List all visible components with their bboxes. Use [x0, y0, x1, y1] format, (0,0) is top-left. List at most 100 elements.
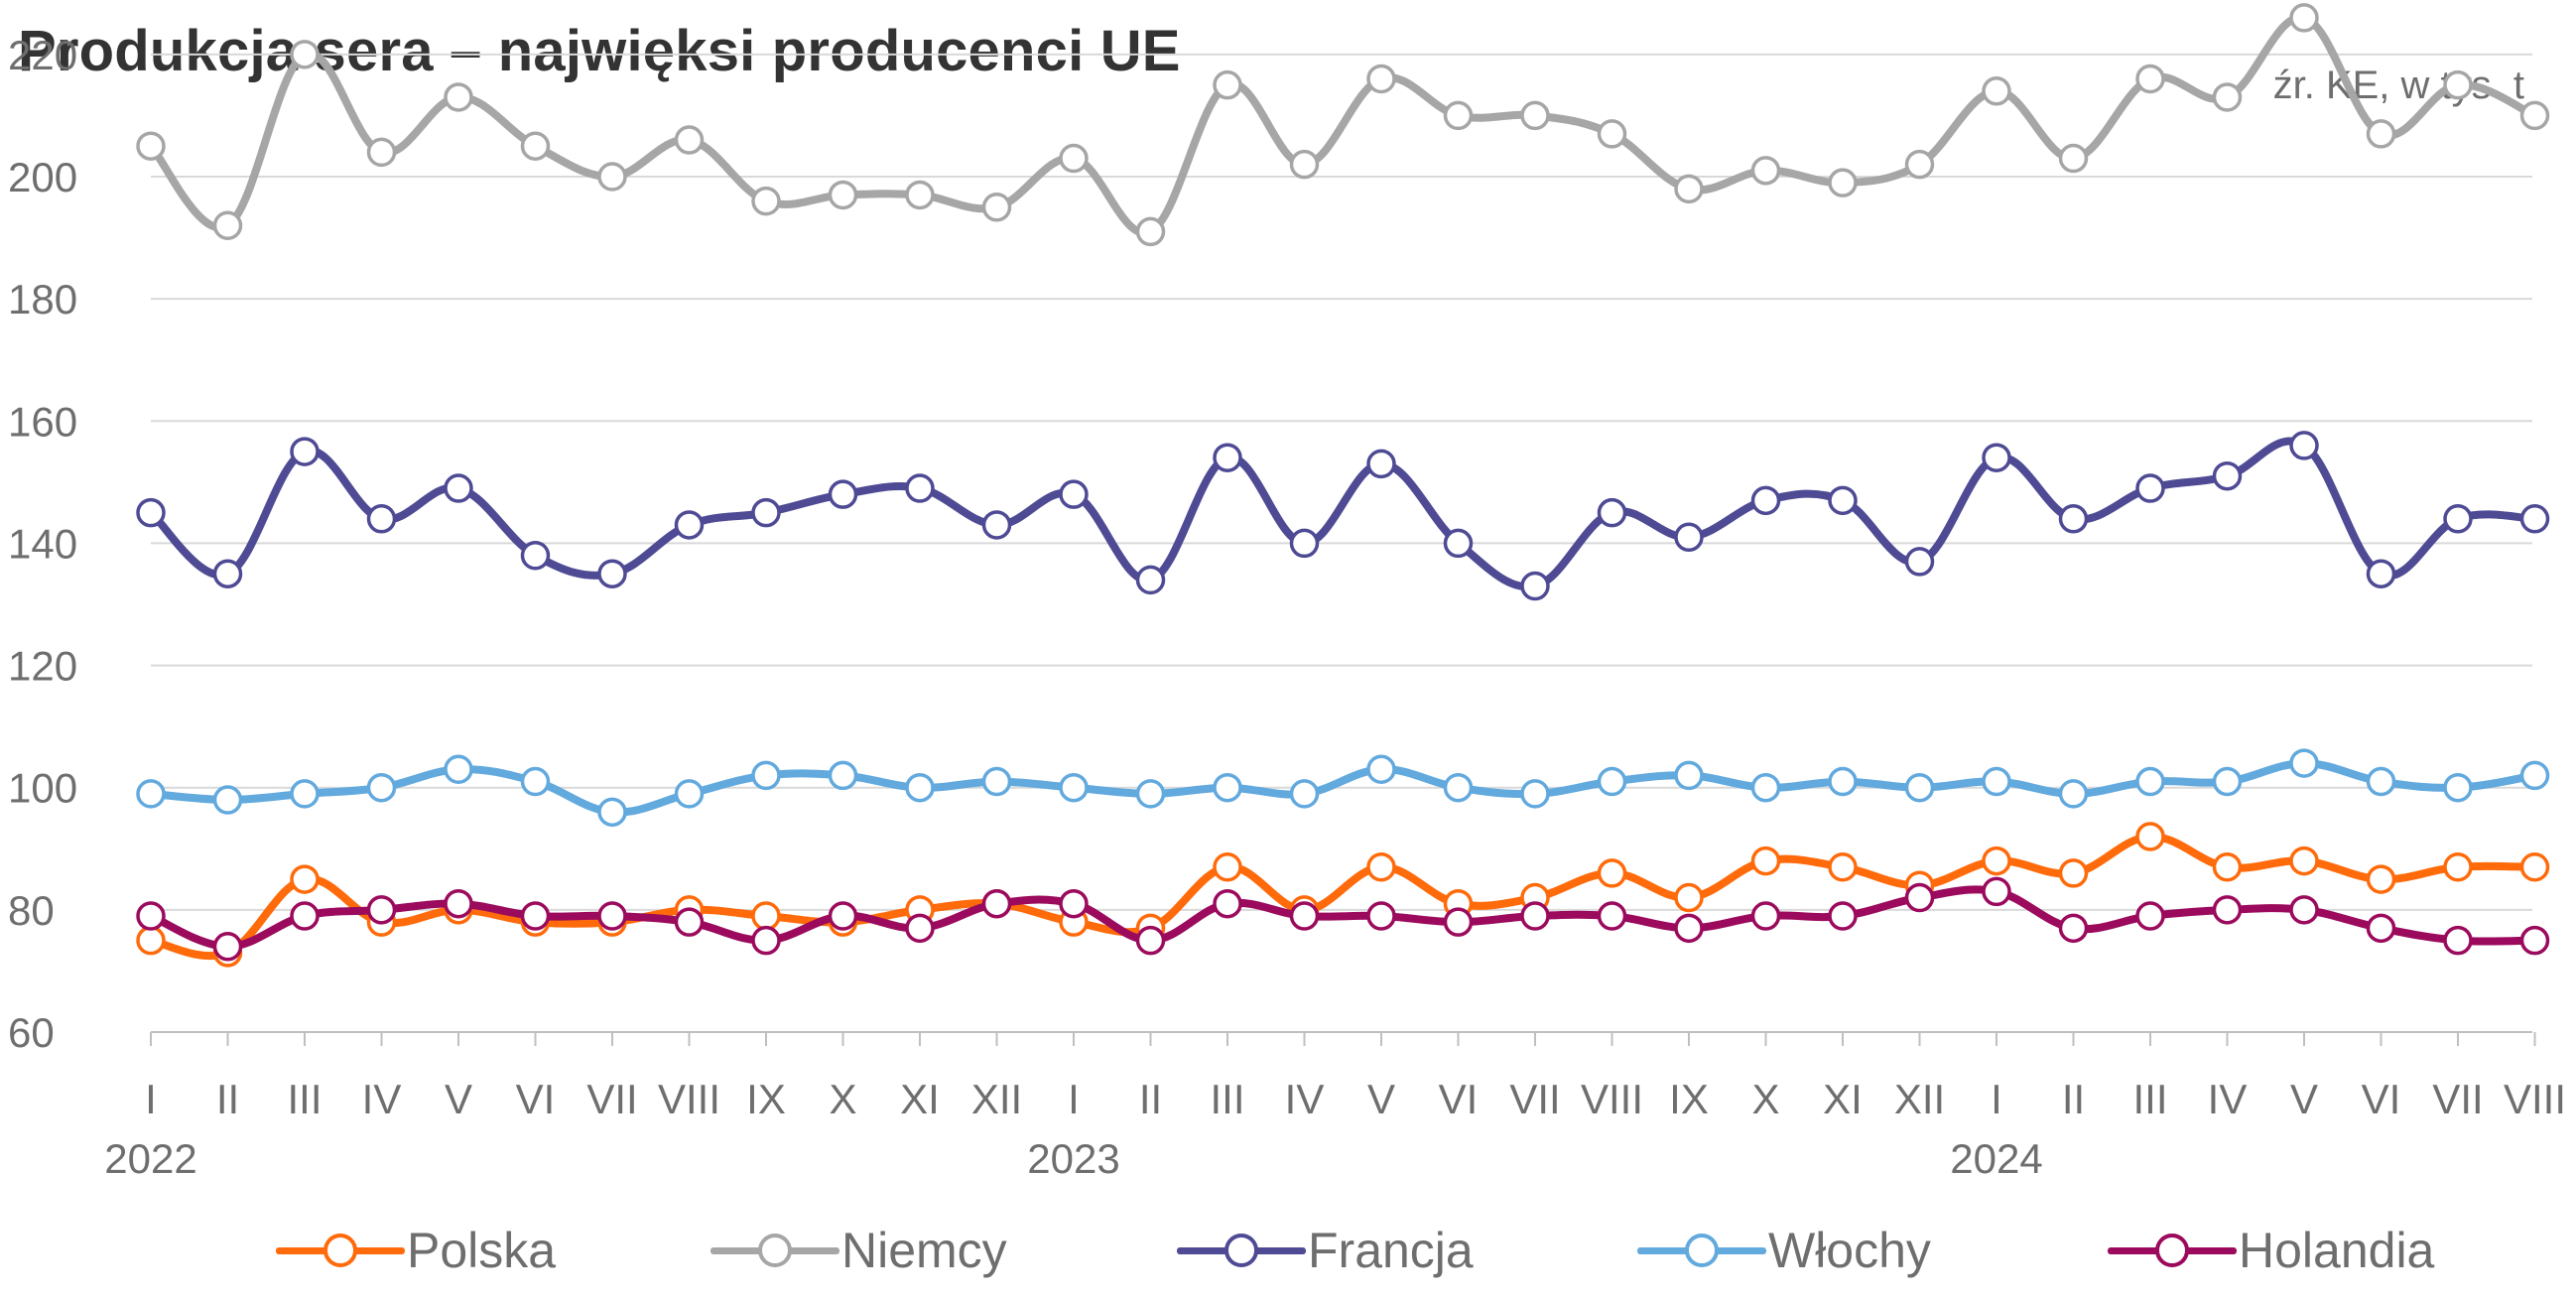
data-point-francja	[2135, 473, 2165, 503]
data-point-niemcy	[597, 162, 627, 192]
data-point-niemcy	[1059, 143, 1089, 174]
legend-item-niemcy: Niemcy	[710, 1211, 1007, 1290]
x-tick-label: V	[2290, 1076, 2318, 1122]
data-point-francja	[520, 540, 551, 571]
data-point-holandia	[212, 932, 243, 962]
data-point-niemcy	[2135, 64, 2165, 94]
legend-item-francja: Francja	[1177, 1211, 1474, 1290]
x-tick-label: I	[1068, 1076, 1080, 1122]
data-point-polska	[1674, 882, 1704, 913]
data-point-francja	[828, 479, 858, 509]
data-point-wlochy	[828, 760, 858, 791]
x-tick-label: IX	[1669, 1076, 1709, 1122]
y-tick-label: 180	[8, 276, 77, 323]
data-point-francja	[2443, 504, 2473, 534]
legend-swatch-niemcy	[710, 1221, 839, 1280]
data-point-francja	[905, 473, 935, 503]
data-point-wlochy	[2212, 766, 2243, 797]
data-point-francja	[1289, 528, 1320, 559]
data-point-holandia	[1213, 888, 1242, 919]
data-point-polska	[751, 901, 781, 931]
y-tick-label: 220	[8, 32, 77, 78]
data-point-francja	[597, 559, 627, 588]
data-point-holandia	[1750, 901, 1781, 931]
data-point-wlochy	[1059, 772, 1089, 803]
data-point-polska	[2366, 864, 2396, 894]
data-point-wlochy	[1213, 772, 1242, 803]
data-point-niemcy	[2289, 3, 2319, 33]
x-tick-label: IV	[1285, 1076, 1325, 1122]
x-tick-label: X	[829, 1076, 856, 1122]
x-tick-label: V	[1367, 1076, 1395, 1122]
data-point-niemcy	[1674, 174, 1704, 204]
data-point-francja	[2366, 559, 2396, 588]
legend-label-francja: Francja	[1308, 1223, 1474, 1278]
data-point-francja	[2058, 504, 2089, 534]
data-point-holandia	[1059, 888, 1089, 919]
x-tick-label: II	[1139, 1076, 1162, 1122]
data-point-holandia	[1520, 901, 1550, 931]
x-tick-label: VII	[586, 1076, 637, 1122]
legend-label-holandia: Holandia	[2239, 1223, 2435, 1278]
data-point-niemcy	[1520, 100, 1550, 131]
data-point-wlochy	[290, 779, 320, 809]
data-point-francja	[2212, 460, 2243, 491]
x-tick-label: VI	[1439, 1076, 1479, 1122]
x-tick-label: VII	[2432, 1076, 2483, 1122]
data-point-wlochy	[2289, 748, 2319, 778]
data-point-niemcy	[1366, 64, 1396, 94]
data-point-niemcy	[1443, 100, 1474, 131]
data-point-holandia	[674, 907, 705, 937]
data-point-francja	[444, 473, 473, 503]
data-point-holandia	[1366, 901, 1396, 931]
data-point-niemcy	[1213, 69, 1242, 100]
data-point-wlochy	[674, 779, 705, 809]
data-point-holandia	[366, 895, 397, 925]
data-point-niemcy	[674, 125, 705, 155]
data-point-wlochy	[2135, 766, 2165, 797]
x-tick-label: VI	[2362, 1076, 2401, 1122]
x-tick-label: V	[445, 1076, 472, 1122]
data-point-polska	[136, 925, 166, 956]
data-point-holandia	[2443, 925, 2473, 956]
data-point-polska	[1366, 852, 1396, 882]
legend-swatch-holandia	[2108, 1221, 2237, 1280]
data-point-wlochy	[212, 785, 243, 815]
x-tick-label: XI	[900, 1076, 940, 1122]
data-point-niemcy	[1982, 76, 2011, 106]
data-point-francja	[751, 497, 781, 528]
legend-label-polska: Polska	[407, 1223, 557, 1278]
legend-swatch-wlochy	[1637, 1221, 1766, 1280]
data-point-francja	[674, 510, 705, 540]
legend: Polska Niemcy Francja Włochy Holandia	[0, 1211, 2576, 1290]
data-point-holandia	[1828, 901, 1858, 931]
data-point-holandia	[520, 901, 551, 931]
data-point-wlochy	[520, 766, 551, 797]
data-point-wlochy	[981, 766, 1012, 797]
x-year-label: 2023	[1027, 1135, 1119, 1182]
data-point-holandia	[2289, 895, 2319, 925]
data-point-polska	[2212, 852, 2243, 882]
data-point-wlochy	[1982, 766, 2011, 797]
data-point-wlochy	[136, 779, 166, 809]
data-point-holandia	[751, 925, 781, 956]
legend-swatch-polska	[276, 1221, 405, 1280]
x-tick-label: VI	[516, 1076, 556, 1122]
data-point-niemcy	[2212, 82, 2243, 112]
data-point-polska	[1828, 852, 1858, 882]
data-point-holandia	[2366, 913, 2396, 944]
data-point-polska	[1213, 852, 1242, 882]
y-tick-label: 140	[8, 520, 77, 567]
x-tick-label: II	[216, 1076, 239, 1122]
data-point-wlochy	[1674, 760, 1704, 791]
data-point-francja	[1213, 443, 1242, 472]
data-point-holandia	[1289, 901, 1320, 931]
data-point-wlochy	[1828, 766, 1858, 797]
legend-label-niemcy: Niemcy	[841, 1223, 1007, 1278]
data-point-francja	[1674, 522, 1704, 553]
x-tick-label: X	[1751, 1076, 1779, 1122]
data-point-holandia	[1982, 876, 2011, 907]
data-point-francja	[1597, 497, 1627, 528]
data-point-francja	[1982, 443, 2011, 472]
